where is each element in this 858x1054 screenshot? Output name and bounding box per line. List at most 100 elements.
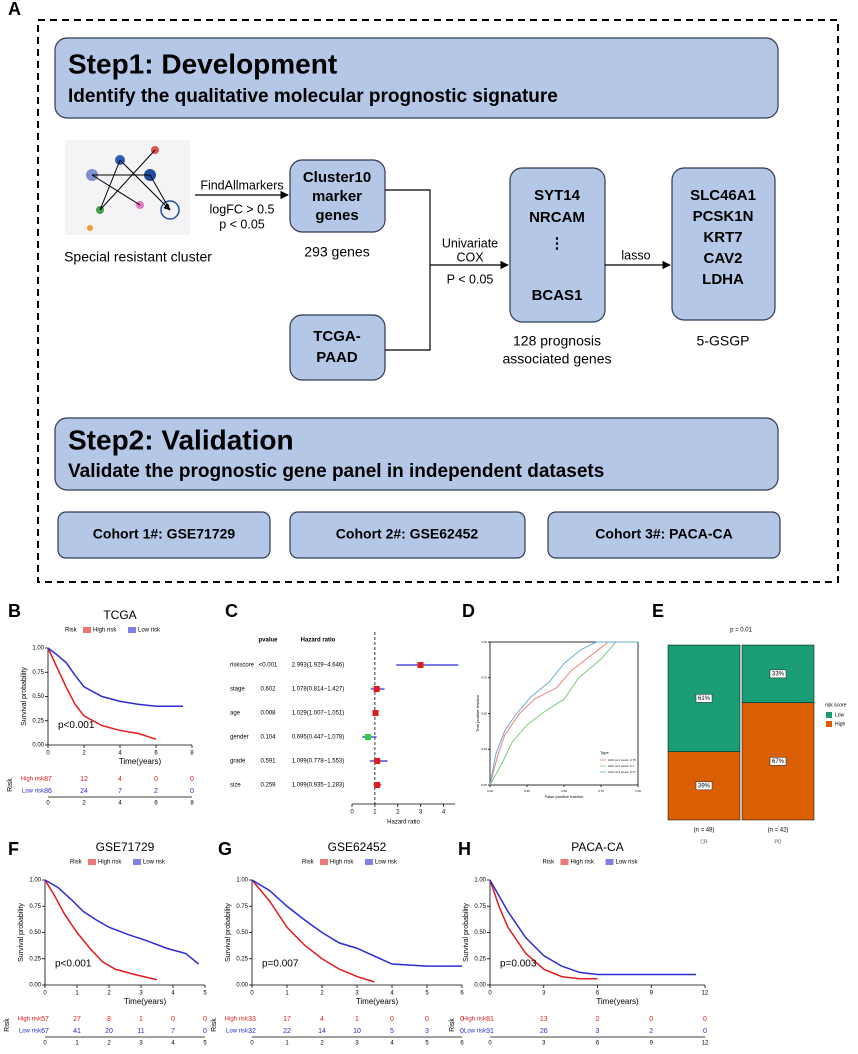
risk-count: 3 [425, 1028, 429, 1035]
row-hr: 1.029(1.007−1.051) [292, 711, 345, 717]
legend-key [83, 627, 91, 633]
edge-label: lasso [621, 248, 650, 262]
risk-count: 1 [139, 1016, 143, 1023]
n-label: (n = 42) [768, 828, 789, 834]
x-tick-label: 6 [154, 801, 158, 807]
legend-key [133, 859, 141, 865]
legend-key [826, 712, 832, 718]
x-tick-label: 9 [650, 1041, 654, 1047]
x-axis-title: Hazard ratio [387, 820, 420, 826]
label-bg [769, 669, 787, 679]
y-tick-label: 0.75 [29, 904, 41, 910]
x-tick-label: 6 [596, 991, 600, 997]
box-text: genes [315, 207, 358, 224]
y-tick-label: 0.50 [481, 711, 487, 715]
y-tick-label: 0.00 [474, 983, 486, 989]
column-header: Hazard ratio [301, 638, 336, 644]
risk-count: 24 [80, 788, 88, 795]
label-bg [769, 757, 787, 766]
x-axis-title: False positive fraction [545, 794, 584, 799]
row-hr: 1.099(0.935−1.283) [292, 783, 345, 789]
y-tick-label: 1.00 [32, 646, 44, 652]
genes-caption: 128 prognosis [513, 333, 601, 349]
x-tick-label: 3 [355, 1041, 359, 1047]
cluster-box [289, 159, 386, 233]
legend-key [88, 859, 96, 865]
row-label: size [230, 783, 241, 789]
edge-label: logFC > 0.5 [210, 202, 275, 216]
risk-count: 0 [154, 776, 158, 783]
y-axis-title: True positive fraction [475, 695, 480, 732]
y-tick-label: 0.75 [32, 670, 44, 676]
risk-count: 27 [73, 1016, 81, 1023]
x-tick-label: 8 [190, 751, 194, 757]
x-axis-title: Time(years) [124, 997, 167, 1006]
cluster-caption: 293 genes [304, 244, 369, 260]
risk-count: 86 [44, 788, 52, 795]
risk-row-label: High risk [463, 1017, 487, 1023]
row-hr: 2.993(1.929−4.646) [292, 663, 345, 669]
y-tick-label: 1.00 [29, 878, 41, 884]
risk-count: 87 [44, 776, 52, 783]
x-tick-label: 1 [75, 991, 79, 997]
series-line [251, 879, 375, 983]
x-tick-label: 0 [488, 991, 492, 997]
row-label: riskscore [230, 663, 255, 669]
risk-table-label: Risk [449, 1018, 456, 1032]
risk-count: 8 [107, 1016, 111, 1023]
risk-row-label: Low risk [464, 1029, 487, 1035]
x-tick-label: 12 [702, 991, 709, 997]
x-axis-title: Time(years) [119, 757, 162, 766]
panel-label: D [462, 601, 475, 621]
y-tick-label: 0.50 [32, 694, 44, 700]
box-text: BCAS1 [532, 287, 583, 304]
step1-subtitle: Identify the qualitative molecular progn… [68, 86, 558, 107]
legend-label: High risk [98, 860, 122, 866]
series-line [489, 641, 638, 786]
row-hr: 1.099(0.778−1.553) [292, 759, 345, 765]
series-line [489, 641, 638, 786]
chart-title: TCGA [103, 608, 136, 622]
risk-count: 0 [190, 788, 194, 795]
value-label: 39% [698, 783, 711, 789]
risk-count: 4 [320, 1016, 324, 1023]
step2-subtitle: Validate the prognostic gene panel in in… [68, 461, 604, 482]
legend-title: Risk [65, 628, 78, 634]
image-caption: Special resistant cluster [64, 249, 212, 265]
row-pvalue: 0.104 [260, 735, 276, 741]
series-line [47, 647, 183, 707]
row-pvalue: 0.259 [260, 783, 276, 789]
risk-row-label: Low risk [22, 789, 45, 795]
value-label: 61% [698, 696, 711, 702]
box-text: SLC46A1 [690, 187, 756, 204]
step2-title: Step2: Validation [68, 424, 294, 455]
x-tick-label: 3 [139, 1041, 143, 1047]
x-tick-label: 6 [154, 751, 158, 757]
x-tick-label: 0 [43, 991, 47, 997]
risk-count: 0 [171, 1016, 175, 1023]
panel-label: H [458, 839, 471, 859]
row-hr: 0.695(0.447−1.078) [292, 735, 345, 741]
box-text: SYT14 [534, 187, 581, 204]
risk-row-label: High risk [18, 1017, 42, 1023]
legend-key [320, 859, 328, 865]
y-tick-label: 1.00 [474, 878, 486, 884]
tcga-box [289, 314, 386, 381]
risk-count: 0 [203, 1016, 207, 1023]
y-tick-label: 0.25 [481, 747, 487, 751]
hr-marker [374, 758, 381, 764]
y-tick-label: 0.25 [236, 956, 248, 962]
x-tick-label: 2 [82, 801, 86, 807]
cohort-box [57, 511, 271, 559]
y-tick-label: 0.50 [236, 930, 248, 936]
x-tick-label: 1 [373, 810, 377, 816]
risk-count: 32 [248, 1028, 256, 1035]
risk-count: 2 [649, 1028, 653, 1035]
y-tick-label: 0.00 [236, 983, 248, 989]
x-tick-label: 0 [350, 810, 354, 816]
box-text: NRCAM [529, 209, 585, 226]
risk-count: 22 [283, 1028, 291, 1035]
risk-count: 3 [596, 1028, 600, 1035]
risk-row-label: High risk [225, 1017, 249, 1023]
